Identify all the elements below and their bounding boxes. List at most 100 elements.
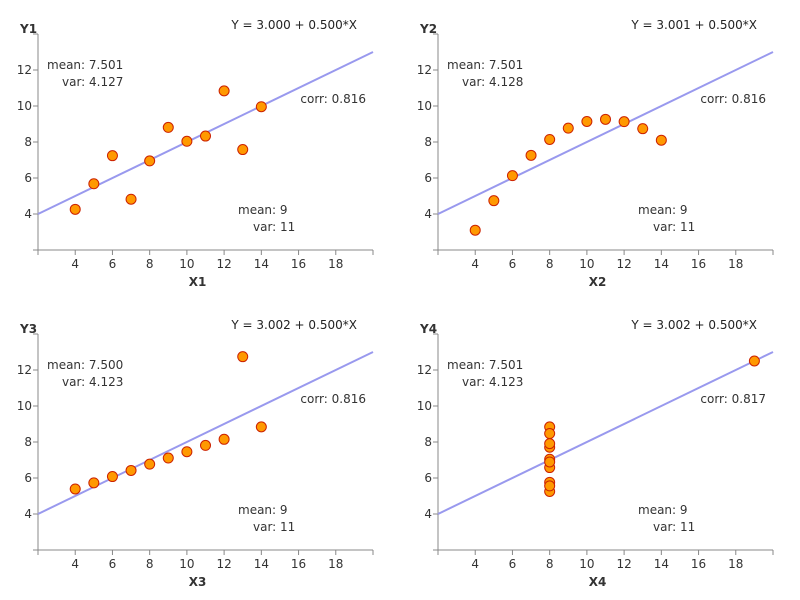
x-tick-label: 14 — [254, 557, 269, 571]
x-tick-label: 16 — [291, 257, 306, 271]
x-tick-label: 4 — [71, 557, 79, 571]
data-point — [237, 144, 249, 156]
y-mean-label: mean: 7.501 — [47, 58, 123, 72]
x-axis-title: X4 — [589, 575, 607, 589]
regression-equation: Y = 3.000 + 0.500*X — [230, 18, 357, 32]
y-tick-label: 4 — [24, 207, 32, 221]
y-tick-label: 8 — [424, 135, 432, 149]
x-mean-label: mean: 9 — [638, 203, 688, 217]
x-tick-label: 6 — [109, 257, 117, 271]
data-point — [637, 123, 649, 135]
x-tick-label: 18 — [328, 257, 343, 271]
x-tick-label: 12 — [616, 257, 631, 271]
data-point — [88, 477, 100, 489]
y-tick-label: 6 — [424, 471, 432, 485]
x-axis-title: X1 — [189, 275, 207, 289]
data-point — [162, 121, 174, 133]
y-mean-label: mean: 7.501 — [447, 358, 523, 372]
y-tick-label: 4 — [24, 507, 32, 521]
y-tick-label: 6 — [24, 471, 32, 485]
regression-equation: Y = 3.002 + 0.500*X — [630, 318, 757, 332]
correlation-label: corr: 0.816 — [300, 92, 366, 106]
y-axis-title: Y3 — [19, 322, 37, 336]
y-axis-title: Y1 — [19, 22, 37, 36]
data-point — [562, 122, 574, 134]
correlation-label: corr: 0.816 — [300, 392, 366, 406]
data-point — [69, 203, 81, 215]
x-tick-label: 8 — [146, 257, 154, 271]
x-tick-label: 16 — [291, 557, 306, 571]
data-point — [106, 471, 118, 483]
y-axis-title: Y2 — [419, 22, 437, 36]
scatter-panel-4: 4 6 8 10 12 14 16 18 4 6 8 10 12 Y4 X4 Y = 3.002 + 0.50… — [417, 318, 774, 589]
data-point — [125, 464, 137, 476]
x-tick-label: 12 — [616, 557, 631, 571]
data-point — [181, 135, 193, 147]
scatter-panel-3: 4 6 8 10 12 14 16 18 4 6 8 10 12 Y3 X3 Y = 3.002 + 0.50… — [17, 318, 374, 589]
y-tick-label: 8 — [24, 435, 32, 449]
y-var-label: var: 4.128 — [462, 75, 523, 89]
y-tick-label: 10 — [17, 399, 32, 413]
x-tick-label: 10 — [579, 257, 594, 271]
data-point — [255, 421, 267, 433]
data-point — [218, 85, 230, 97]
y-tick-label: 4 — [424, 507, 432, 521]
x-tick-label: 16 — [691, 557, 706, 571]
x-mean-label: mean: 9 — [638, 503, 688, 517]
data-point — [125, 193, 137, 205]
y-tick-label: 12 — [417, 363, 432, 377]
data-point — [581, 115, 593, 127]
data-point — [69, 483, 81, 495]
x-tick-label: 6 — [509, 257, 517, 271]
scatter-panel-2: 4 6 8 10 12 14 16 18 4 6 8 10 12 Y2 X2 Y = 3.001 + 0.50… — [417, 18, 774, 289]
x-tick-label: 4 — [71, 257, 79, 271]
y-tick-label: 8 — [24, 135, 32, 149]
y-mean-label: mean: 7.500 — [47, 358, 123, 372]
x-tick-label: 8 — [546, 557, 554, 571]
y-tick-label: 8 — [424, 435, 432, 449]
x-var-label: var: 11 — [653, 520, 695, 534]
y-axis-title: Y4 — [419, 322, 437, 336]
data-point — [544, 480, 556, 492]
x-tick-label: 4 — [471, 257, 479, 271]
x-tick-label: 4 — [471, 557, 479, 571]
x-var-label: var: 11 — [253, 520, 295, 534]
x-var-label: var: 11 — [253, 220, 295, 234]
y-var-label: var: 4.127 — [62, 75, 123, 89]
data-point — [106, 150, 118, 162]
x-tick-label: 14 — [654, 557, 669, 571]
data-point — [600, 113, 611, 125]
x-tick-label: 10 — [179, 557, 194, 571]
correlation-label: corr: 0.817 — [700, 392, 766, 406]
y-tick-label: 12 — [417, 63, 432, 77]
correlation-label: corr: 0.816 — [700, 92, 766, 106]
data-point — [544, 438, 556, 450]
data-point — [488, 195, 500, 207]
x-axis-title: X2 — [589, 275, 607, 289]
data-point — [748, 355, 760, 367]
x-tick-label: 8 — [546, 257, 554, 271]
data-point — [200, 439, 211, 451]
data-point — [200, 130, 211, 142]
y-tick-label: 4 — [424, 207, 432, 221]
x-mean-label: mean: 9 — [238, 203, 288, 217]
data-point — [544, 133, 556, 145]
data-point — [469, 224, 481, 236]
x-tick-label: 18 — [728, 257, 743, 271]
y-mean-label: mean: 7.501 — [447, 58, 523, 72]
x-mean-label: mean: 9 — [238, 503, 288, 517]
data-point — [237, 351, 249, 363]
x-tick-label: 12 — [216, 557, 231, 571]
x-tick-label: 18 — [328, 557, 343, 571]
y-tick-label: 10 — [17, 99, 32, 113]
x-tick-label: 10 — [179, 257, 194, 271]
x-tick-label: 8 — [146, 557, 154, 571]
data-point — [544, 428, 556, 440]
y-tick-label: 10 — [417, 99, 432, 113]
x-axis-title: X3 — [189, 575, 207, 589]
y-tick-label: 10 — [417, 399, 432, 413]
data-point — [144, 458, 156, 470]
y-tick-label: 6 — [24, 171, 32, 185]
data-point — [181, 446, 193, 458]
